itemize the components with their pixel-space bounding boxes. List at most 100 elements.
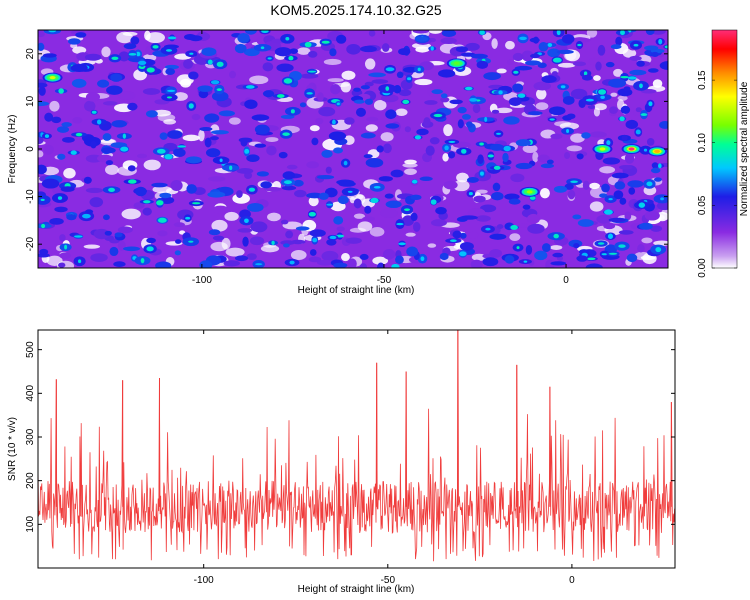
- heatmap-cell: [308, 256, 322, 263]
- heatmap-x-axis-label: Height of straight line (km): [298, 285, 415, 296]
- heatmap-cell: [286, 164, 298, 170]
- heatmap-cell: [570, 88, 588, 100]
- heatmap-cell: [658, 163, 662, 169]
- heatmap-cell: [180, 78, 192, 88]
- heatmap-cell: [547, 48, 561, 58]
- heatmap-cell: [72, 117, 83, 124]
- heatmap-cell: [58, 88, 64, 94]
- heatmap-cell: [329, 235, 337, 240]
- heatmap-cell: [242, 236, 249, 247]
- heatmap-cell: [128, 179, 137, 184]
- heatmap-cell: [210, 241, 228, 252]
- colorbar-ticks: 0.00 0.05 0.10 0.15: [697, 70, 737, 278]
- heatmap-cell: [620, 30, 625, 36]
- heatmap-cell: [331, 119, 336, 125]
- heatmap-cell: [353, 213, 366, 219]
- heatmap-cell: [604, 209, 613, 215]
- heatmap-cell: [182, 134, 200, 142]
- heatmap-cell: [528, 111, 543, 116]
- heatmap-cell: [496, 132, 502, 135]
- heatmap-cell: [625, 119, 639, 130]
- snr-peak-marks: [55, 330, 672, 507]
- colorbar-gradient: [712, 30, 737, 268]
- heatmap-cell: [123, 43, 137, 50]
- heatmap-cell: [385, 200, 402, 209]
- heatmap-cell: [304, 41, 312, 48]
- heatmap-cell: [75, 132, 83, 137]
- heatmap-cell: [173, 222, 185, 228]
- heatmap-cell: [174, 250, 181, 256]
- heatmap-cell: [491, 38, 498, 49]
- heatmap-cell: [514, 65, 533, 71]
- heatmap-cell: [567, 189, 576, 200]
- heatmap-cell: [101, 46, 111, 58]
- heatmap-cell: [661, 209, 668, 215]
- heatmap-cell: [598, 89, 607, 95]
- heatmap-cell: [185, 216, 191, 220]
- heatmap-cell: [327, 78, 344, 83]
- heatmap-cell: [247, 202, 264, 212]
- heatmap-feature: [628, 147, 635, 151]
- heatmap-cell: [228, 117, 241, 125]
- heatmap-cell: [382, 249, 396, 260]
- heatmap-cell: [433, 113, 443, 118]
- heatmap-cell: [431, 89, 444, 95]
- heatmap-cell: [547, 42, 553, 48]
- heatmap-cell: [244, 99, 258, 110]
- heatmap-cell: [627, 180, 644, 188]
- heatmap-y-ticks: -20 -10 0 10 20: [25, 48, 668, 251]
- heatmap-cell: [312, 237, 318, 243]
- heatmap-cell: [395, 255, 404, 264]
- heatmap-cell: [607, 233, 614, 239]
- heatmap-cell: [550, 133, 563, 140]
- heatmap-cell: [371, 79, 389, 84]
- heatmap-cell: [260, 46, 265, 50]
- heatmap-cell: [523, 260, 528, 263]
- heatmap-cell: [566, 129, 570, 133]
- heatmap-cell: [570, 180, 578, 183]
- heatmap-cell: [553, 185, 568, 193]
- heatmap-cell: [448, 151, 456, 159]
- heatmap-cell: [641, 237, 653, 244]
- heatmap-cell: [581, 132, 591, 139]
- heatmap-cell: [341, 70, 356, 80]
- heatmap-cell: [545, 259, 555, 268]
- snr-y-tick-label: 100: [25, 516, 36, 533]
- heatmap-cell: [133, 202, 145, 209]
- heatmap-cell: [254, 124, 270, 135]
- heatmap-cell: [465, 42, 480, 51]
- heatmap-cell: [624, 153, 635, 164]
- heatmap-cell: [587, 104, 596, 109]
- heatmap-cell: [439, 252, 449, 261]
- heatmap-cell: [573, 243, 580, 249]
- figure-title: KOM5.2025.174.10.32.G25: [270, 2, 441, 18]
- heatmap-cell: [223, 260, 240, 267]
- snr-y-tick-label: 300: [25, 428, 36, 445]
- heatmap-cell: [156, 148, 166, 154]
- heatmap-cell: [566, 145, 583, 152]
- heatmap-cell: [167, 36, 177, 40]
- heatmap-cell: [102, 133, 112, 141]
- heatmap-feature: [599, 147, 606, 151]
- heatmap-cell: [483, 72, 501, 81]
- heatmap-cell: [459, 251, 467, 257]
- heatmap-cell: [64, 244, 68, 250]
- heatmap-cell: [250, 221, 268, 233]
- heatmap-cell: [276, 63, 294, 72]
- snr-frame: [37, 329, 676, 569]
- heatmap-cell: [385, 86, 390, 91]
- heatmap-cell: [308, 196, 319, 207]
- heatmap-cell: [601, 253, 608, 256]
- heatmap-cell: [635, 107, 642, 113]
- heatmap-cell: [236, 190, 243, 198]
- heatmap-cell: [467, 176, 479, 183]
- heatmap-cell: [597, 44, 606, 56]
- heatmap-cell: [108, 187, 115, 192]
- heatmap-cell: [660, 197, 664, 201]
- heatmap-cell: [581, 74, 593, 81]
- heatmap-cell: [554, 121, 572, 127]
- heatmap-cell: [521, 50, 534, 62]
- heatmap-cell: [644, 210, 660, 221]
- heatmap-cell: [75, 32, 87, 38]
- heatmap-cell: [248, 187, 256, 192]
